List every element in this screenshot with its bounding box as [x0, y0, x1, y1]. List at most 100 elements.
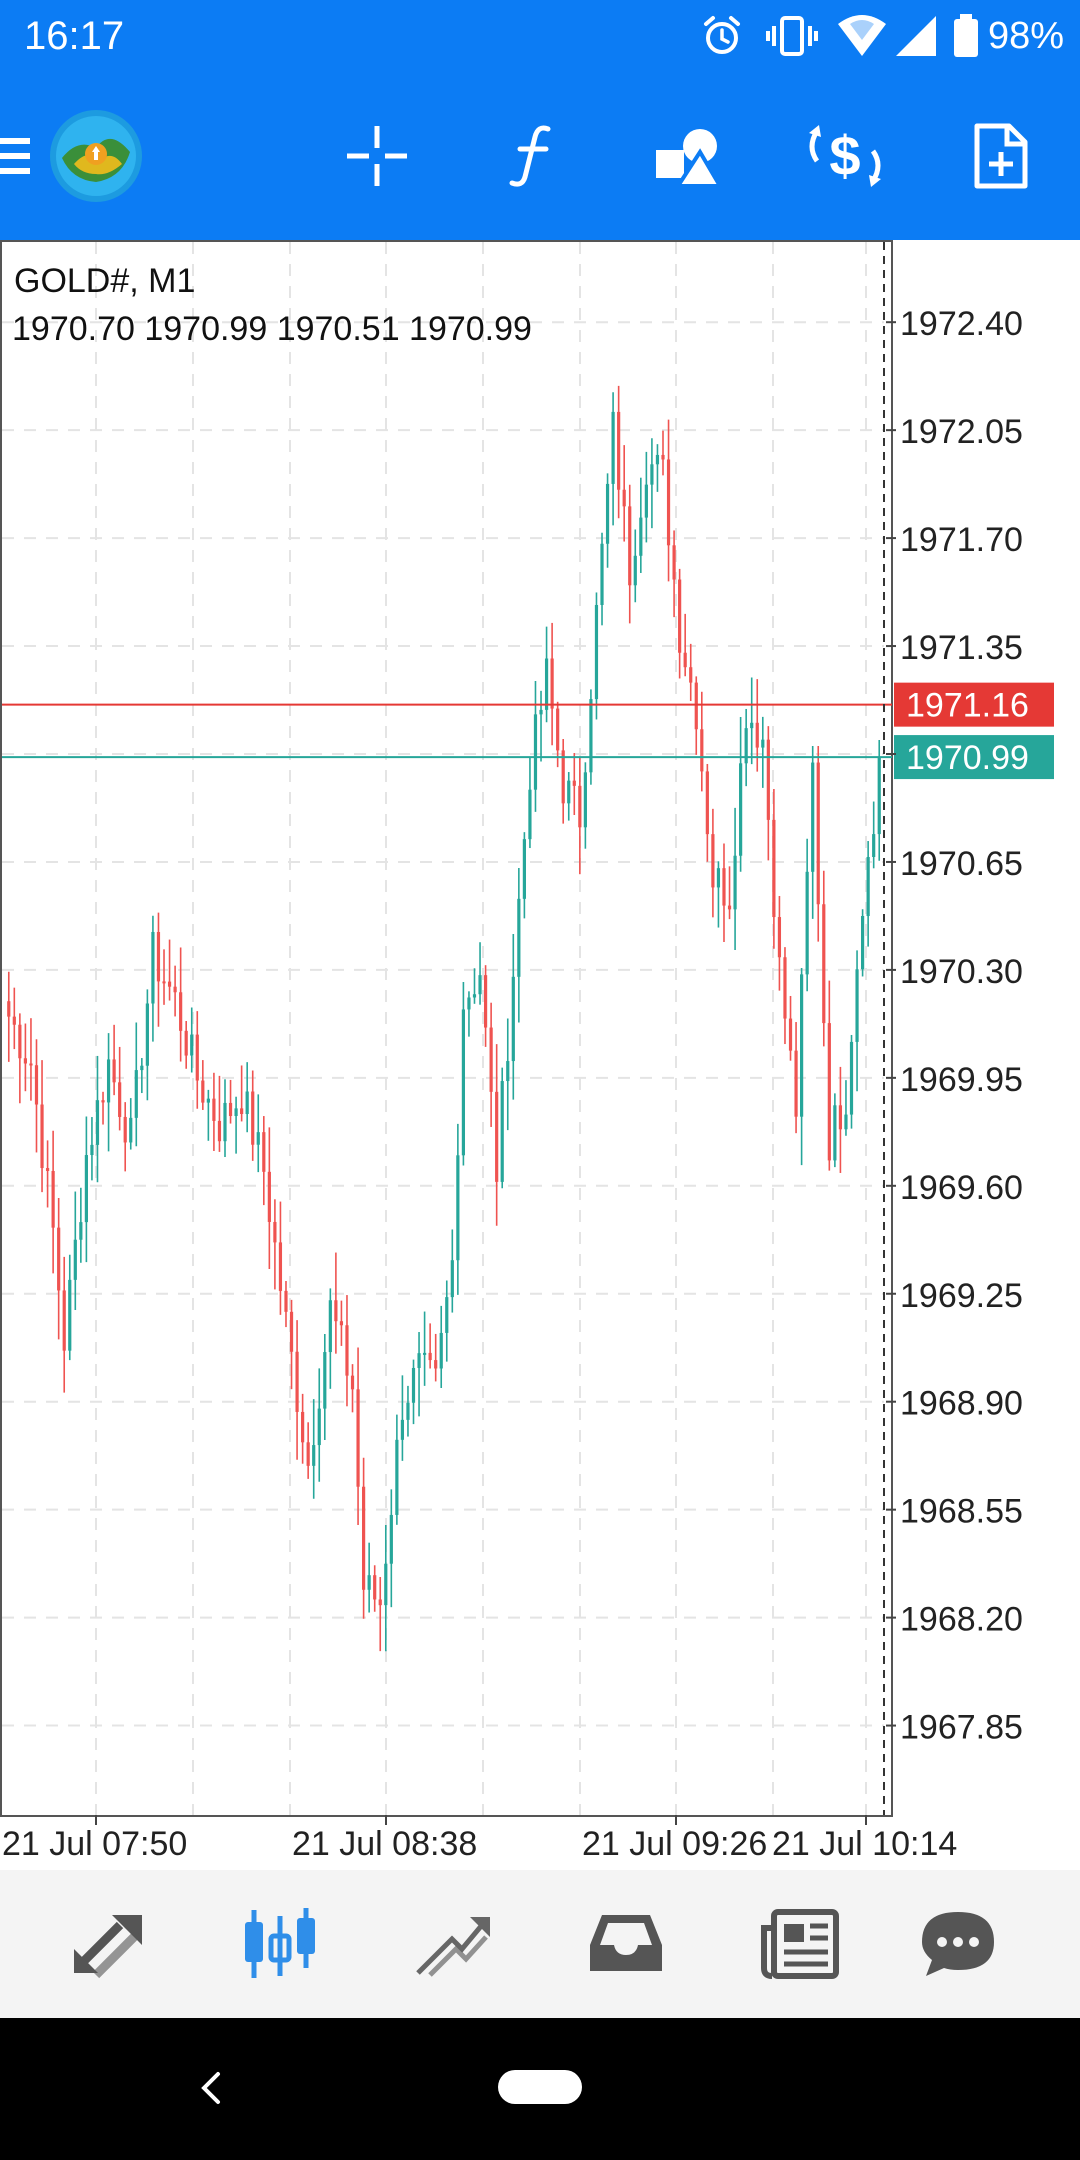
candle-body	[855, 969, 859, 1042]
nav-news[interactable]	[730, 1870, 870, 2018]
nav-messages[interactable]	[888, 1870, 1028, 2018]
candle-body	[68, 1279, 72, 1351]
candle-body	[262, 1132, 266, 1172]
candle-body	[356, 1389, 360, 1487]
candle-body	[838, 1105, 843, 1130]
candle-body	[877, 757, 881, 835]
candle-body	[112, 1059, 116, 1083]
candle-body	[12, 1016, 16, 1025]
nav-quotes[interactable]	[40, 1870, 180, 2018]
back-button[interactable]	[180, 2048, 240, 2128]
candle-body	[34, 1065, 39, 1105]
crosshair-button[interactable]	[320, 72, 434, 240]
ask-price-tag	[894, 682, 1054, 727]
candle-body	[40, 1104, 44, 1169]
candle-body	[777, 917, 782, 958]
candle-body	[672, 545, 676, 580]
candle-body	[201, 1080, 205, 1103]
candle-body	[278, 1242, 283, 1291]
candle-body	[212, 1098, 216, 1121]
candle-body	[51, 1170, 55, 1228]
candle-body	[411, 1367, 416, 1403]
candle-body	[29, 1063, 33, 1066]
trend-arrow-icon	[416, 1917, 490, 1977]
candle-body	[567, 780, 571, 804]
candle-body	[733, 855, 737, 910]
bid-price-tag	[894, 735, 1054, 780]
candle-body	[661, 454, 665, 460]
menu-button[interactable]	[0, 72, 34, 240]
nav-chart[interactable]	[210, 1870, 350, 2018]
function-icon	[509, 125, 551, 187]
candle-body	[805, 871, 809, 975]
candle-body	[528, 789, 532, 840]
new-order-button[interactable]	[944, 72, 1058, 240]
candle-body	[434, 1360, 438, 1369]
candle-body	[750, 722, 754, 729]
bid-price-label: 1970.99	[906, 739, 1029, 777]
candle-body	[334, 1300, 338, 1322]
candle-body	[289, 1311, 294, 1352]
ohlc-label: 1970.70 1970.99 1970.51 1970.99	[12, 310, 532, 348]
candle-body	[849, 1041, 854, 1115]
wifi-icon	[837, 15, 886, 56]
candle-body	[844, 1114, 848, 1130]
candle-body	[245, 1091, 249, 1115]
candle-body	[101, 1100, 105, 1103]
price-chart[interactable]: 1971.16 1970.99 1972.40 1972.05 1971.70 1971…	[0, 240, 1080, 1870]
time-tick-label: 21 Jul 07:50	[2, 1825, 187, 1863]
grid	[2, 242, 884, 1815]
candle-body	[57, 1227, 61, 1291]
nav-history[interactable]	[556, 1870, 696, 2018]
home-pill[interactable]	[498, 2070, 582, 2104]
quotes-arrows-icon	[74, 1915, 142, 1979]
candle-body	[694, 682, 698, 730]
candle-body	[522, 839, 526, 899]
candles	[7, 385, 881, 1652]
nav-trade[interactable]	[382, 1870, 522, 2018]
chart-canvas[interactable]: 1971.16 1970.99 1972.40 1972.05 1971.70 1971…	[0, 240, 1080, 1870]
candle-body	[561, 750, 565, 804]
candle-body	[378, 1599, 382, 1606]
candle-body	[650, 464, 654, 485]
candle-body	[256, 1132, 260, 1145]
dollar-exchange-icon: $	[809, 124, 881, 187]
candle-body	[866, 856, 870, 917]
trade-button[interactable]: $	[788, 72, 902, 240]
candle-body	[583, 772, 587, 828]
chat-bubble-icon	[922, 1912, 994, 1976]
candle-body	[533, 714, 538, 790]
price-tick-label: 1968.55	[900, 1493, 1023, 1531]
candle-body	[456, 1155, 460, 1261]
candle-body	[79, 1222, 83, 1240]
candle-body	[755, 722, 759, 748]
candle-body	[666, 459, 671, 546]
candle-body	[716, 868, 721, 888]
time-tick-label: 21 Jul 09:26	[582, 1825, 767, 1863]
candle-body	[578, 785, 582, 828]
status-time: 16:17	[24, 14, 125, 58]
objects-button[interactable]	[632, 72, 746, 240]
candle-body	[506, 1061, 510, 1082]
battery-icon	[953, 14, 978, 57]
candle-body	[822, 904, 826, 1024]
candle-body	[240, 1108, 244, 1115]
candle-body	[162, 981, 166, 984]
candle-body	[605, 483, 610, 544]
candle-body	[179, 992, 183, 1031]
shapes-icon	[656, 129, 724, 188]
candle-body	[472, 994, 477, 998]
top-toolbar: $	[0, 72, 1080, 240]
candle-body	[106, 1059, 111, 1103]
vibrate-icon	[765, 16, 818, 56]
candle-body	[406, 1402, 410, 1420]
candle-body	[373, 1575, 377, 1600]
candle-body	[7, 1001, 11, 1017]
indicators-button[interactable]	[476, 72, 590, 240]
candle-body	[495, 1091, 499, 1182]
candle-body	[62, 1290, 66, 1351]
candle-body	[173, 986, 177, 993]
candle-body	[90, 1144, 94, 1156]
candle-body	[23, 1058, 28, 1064]
time-tick-label: 21 Jul 10:14	[772, 1825, 957, 1863]
